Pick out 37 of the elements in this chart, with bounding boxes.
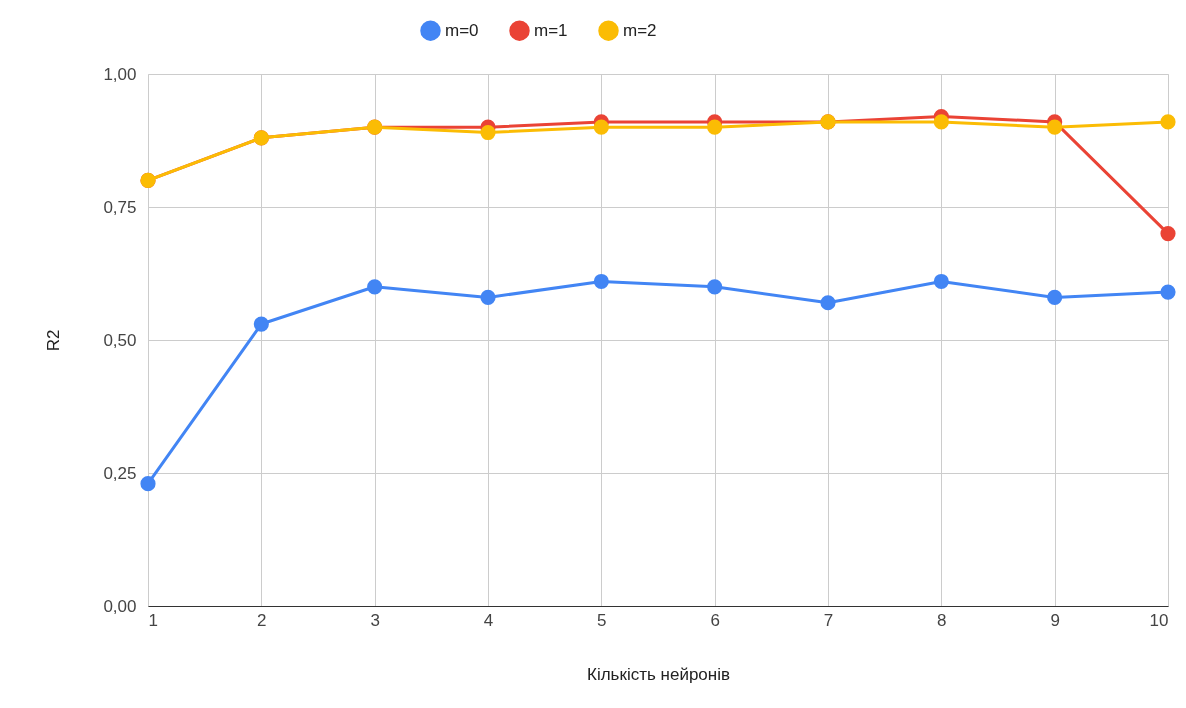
- x-tick-label: 7: [823, 610, 834, 630]
- x-tick-label: 6: [710, 610, 720, 630]
- x-axis-title: Кількість нейронів: [587, 664, 730, 684]
- y-tick-label: 0,00: [103, 596, 137, 616]
- point: [1047, 289, 1063, 306]
- x-tick-label: 8: [937, 610, 947, 630]
- point: [820, 295, 836, 311]
- point: [253, 316, 269, 332]
- x-tick-label: 5: [597, 610, 607, 630]
- point: [933, 114, 949, 130]
- x-tick-label: 2: [257, 610, 267, 630]
- y-tick-label: 1,00: [103, 64, 137, 84]
- point: [1160, 114, 1176, 130]
- legend-label: m=1: [534, 20, 568, 40]
- point: [140, 476, 156, 492]
- point: [1047, 119, 1063, 135]
- x-tick-label: 10: [1149, 610, 1169, 630]
- point: [707, 119, 723, 135]
- point: [1160, 226, 1176, 242]
- point: [480, 289, 496, 306]
- legend-label: m=0: [445, 20, 479, 40]
- point: [593, 119, 609, 135]
- x-tick-label: 4: [483, 610, 494, 630]
- legend-label: m=2: [623, 20, 657, 40]
- point: [480, 124, 496, 141]
- y-axis-title: R2: [44, 329, 64, 352]
- x-tick-label: 3: [370, 610, 380, 630]
- x-tick-label: 1: [148, 610, 158, 630]
- point: [593, 273, 609, 290]
- y-tick-label: 0,25: [103, 463, 137, 483]
- point: [933, 273, 949, 290]
- y-tick-label: 0,50: [103, 330, 137, 350]
- y-tick-label: 0,75: [103, 197, 137, 217]
- x-tick-label: 9: [1050, 610, 1060, 630]
- point: [1160, 284, 1176, 300]
- point: [707, 279, 723, 295]
- point: [367, 279, 383, 295]
